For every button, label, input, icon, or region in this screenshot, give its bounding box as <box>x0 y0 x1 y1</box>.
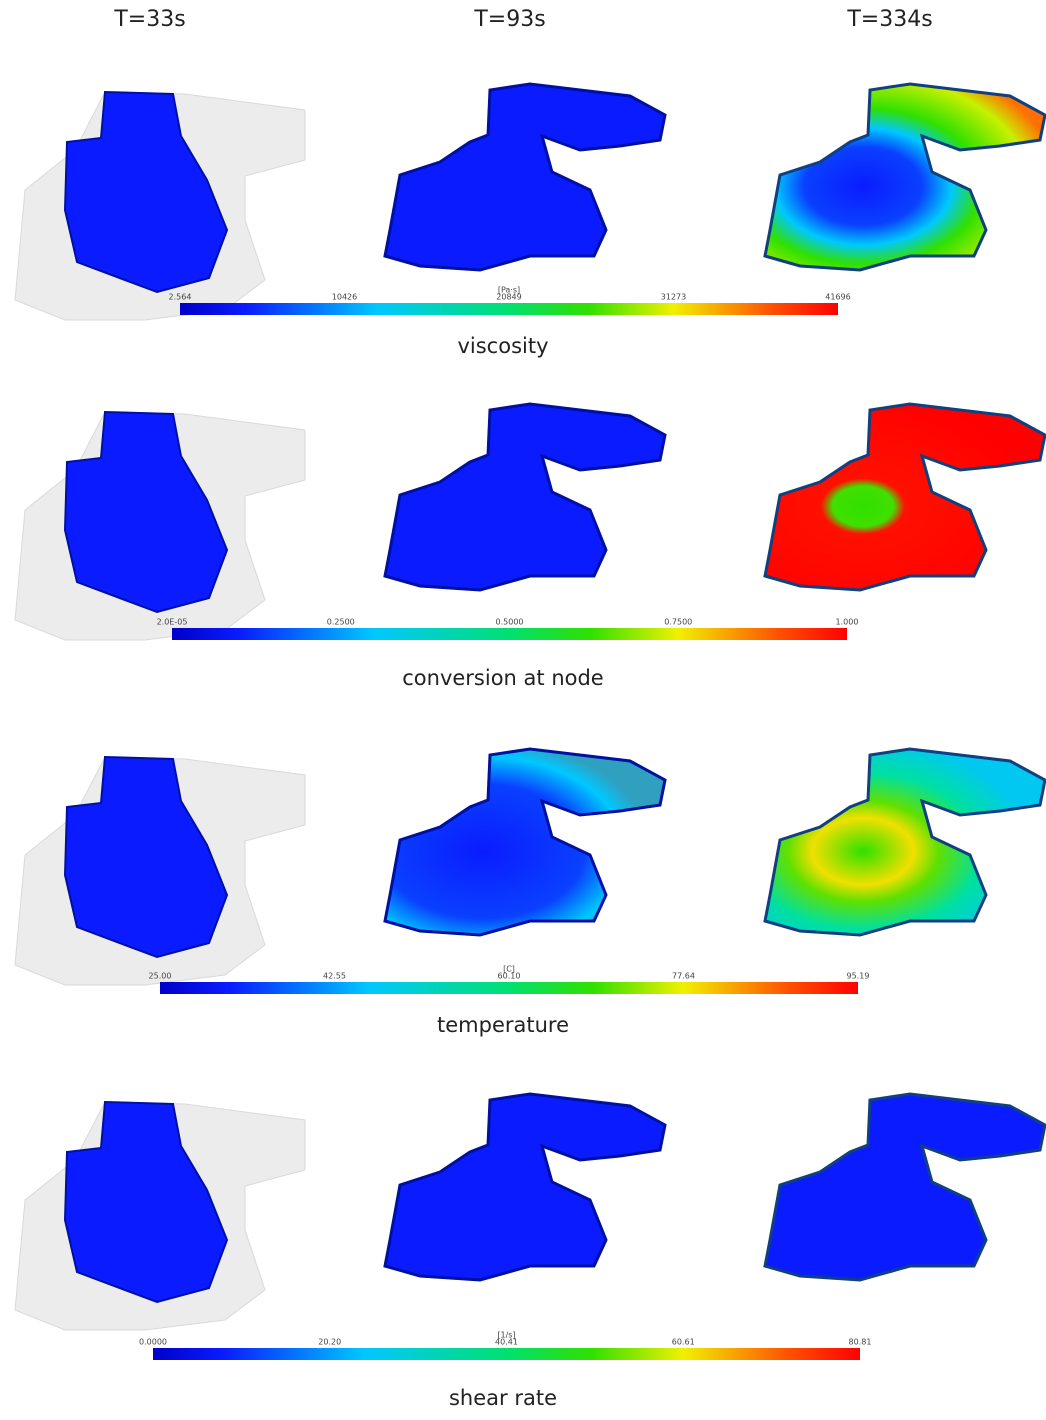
colorbar-tick-label: 0.2500 <box>327 618 355 627</box>
row-label: shear rate <box>449 1386 557 1410</box>
colorbar-tick-label: 95.19 <box>847 972 870 981</box>
colorbar-tick-label: 10426 <box>332 293 357 302</box>
simulation-image <box>763 402 1046 592</box>
colorbar-tick-label: 25.00 <box>149 972 172 981</box>
simulation-image <box>763 1092 1046 1282</box>
colorbar-unit: [Pa·s] <box>498 286 520 295</box>
colorbar-tick-label: 41696 <box>825 293 850 302</box>
column-header: T=33s <box>113 7 185 32</box>
colorbar-tick-label: 2.564 <box>169 293 192 302</box>
simulation-image <box>383 82 667 272</box>
colorbar-tick-label: 2.0E-05 <box>157 618 188 627</box>
colorbar-tick-label: 60.61 <box>672 1338 695 1347</box>
colorbar-tick-label: 0.0000 <box>139 1338 167 1347</box>
colorbar-unit: [C] <box>503 965 515 974</box>
row-label: conversion at node <box>402 666 603 690</box>
colorbar-tick-label: 40.41 <box>495 1338 518 1347</box>
column-header: T=93s <box>473 7 545 32</box>
column-header: T=334s <box>846 7 932 32</box>
colorbar-tick-label: 80.81 <box>849 1338 872 1347</box>
colorbar <box>153 1348 860 1360</box>
simulation-image <box>763 747 1046 937</box>
simulation-image <box>383 1092 667 1282</box>
colorbar-tick-label: 20.20 <box>318 1338 341 1347</box>
colorbar <box>160 982 858 994</box>
colorbar-tick-label: 60.10 <box>498 972 521 981</box>
simulation-image <box>763 82 1046 272</box>
colorbar-tick-label: 1.000 <box>836 618 859 627</box>
colorbar-unit: [1/s] <box>497 1331 515 1340</box>
colorbar-tick-label: 42.55 <box>323 972 346 981</box>
simulation-image <box>383 747 667 937</box>
row-label: temperature <box>437 1013 569 1037</box>
row-label: viscosity <box>457 334 548 358</box>
colorbar-tick-label: 0.5000 <box>496 618 524 627</box>
colorbar-tick-label: 77.64 <box>672 972 695 981</box>
colorbar-tick-label: 20849 <box>496 293 521 302</box>
colorbar-tick-label: 31273 <box>661 293 686 302</box>
simulation-image <box>383 402 667 592</box>
colorbar <box>180 303 838 315</box>
colorbar-tick-label: 0.7500 <box>664 618 692 627</box>
colorbar <box>172 628 847 640</box>
